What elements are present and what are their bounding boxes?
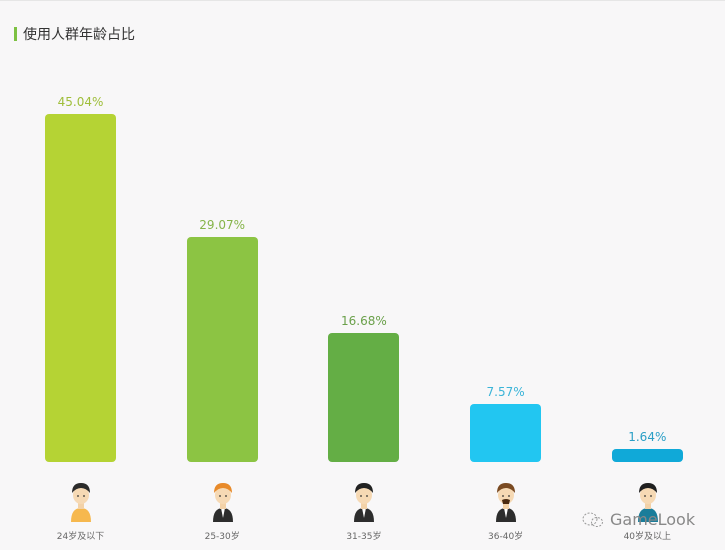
- bar-2: [186, 237, 258, 462]
- category-label: 31-35岁: [346, 532, 382, 542]
- wechat-icon: [582, 512, 603, 527]
- top-divider: [0, 0, 725, 1]
- bar-value-label: 16.68%: [341, 314, 387, 329]
- category-label: 36-40岁: [488, 532, 524, 542]
- bar-value-label: 45.04%: [57, 95, 104, 109]
- bar-value-label: 29.07%: [199, 218, 246, 233]
- bar-value-label: 7.57%: [486, 384, 525, 399]
- category-label: 40岁及以上: [623, 532, 672, 542]
- person-avatar-icon: [66, 478, 96, 522]
- title-accent-bar: [14, 27, 17, 41]
- bar-5: [611, 449, 683, 462]
- chart-title: 使用人群年龄占比: [23, 27, 135, 43]
- person-avatar-icon: [349, 478, 379, 522]
- watermark: GameLook: [582, 510, 695, 529]
- bar-3: [328, 333, 400, 462]
- bar-value-label: 1.64%: [628, 430, 667, 445]
- chart-header: 使用人群年龄占比: [14, 24, 135, 44]
- watermark-text: GameLook: [610, 510, 696, 529]
- person-avatar-icon: [208, 478, 238, 522]
- person-avatar-icon: [491, 478, 521, 522]
- bar-4: [470, 403, 542, 462]
- category-label: 24岁及以下: [56, 532, 105, 542]
- bar-1: [45, 114, 116, 462]
- category-label: 25-30岁: [204, 532, 240, 542]
- person-avatar-icon: [633, 478, 663, 522]
